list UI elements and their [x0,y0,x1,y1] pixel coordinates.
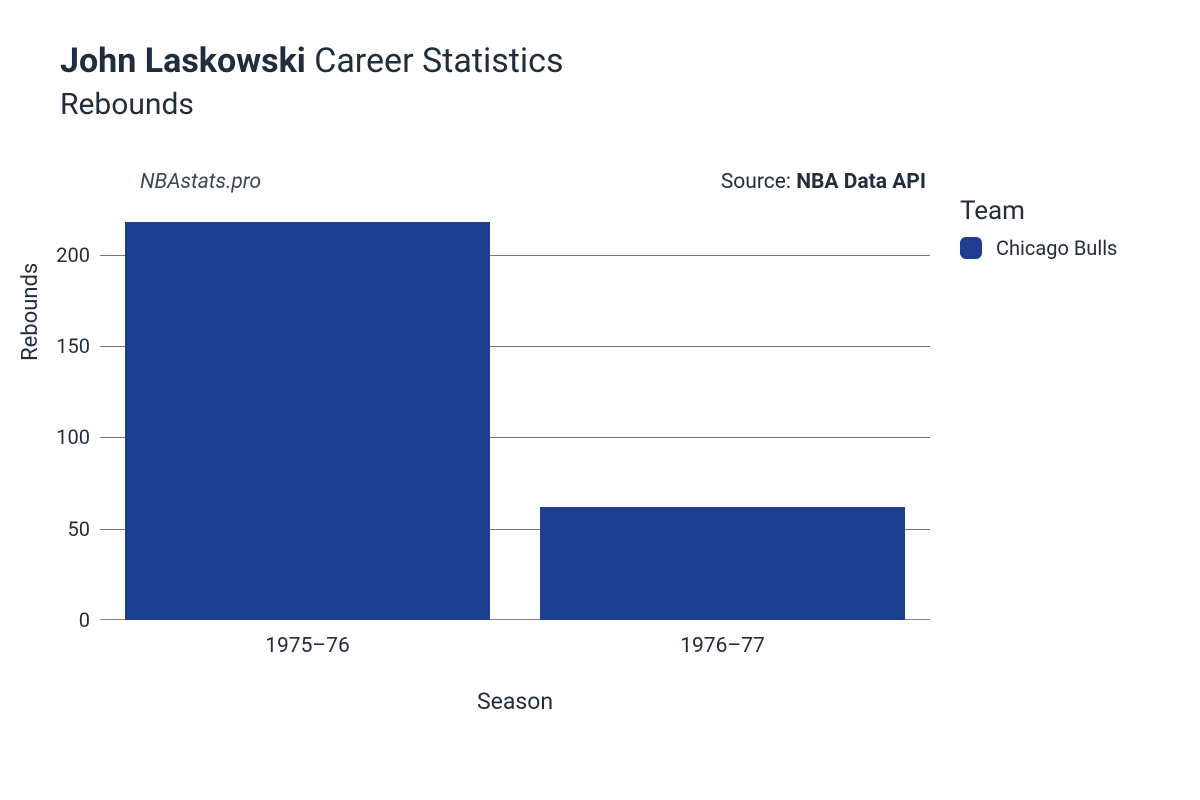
plot-area: 0501001502001975–761976–77 [100,200,930,620]
y-tick-label: 50 [68,517,100,541]
legend-swatch [960,237,982,259]
y-tick-label: 0 [79,608,100,632]
x-tick-label: 1975–76 [265,620,350,658]
legend-item: Chicago Bulls [960,236,1117,260]
legend: Team Chicago Bulls [960,196,1117,260]
y-tick-label: 150 [56,334,100,358]
chart-subtitle: Rebounds [60,87,564,122]
player-name: John Laskowski [60,41,306,81]
legend-label: Chicago Bulls [996,236,1117,260]
chart-subheader: NBAstats.pro Source: NBA Data API [100,170,930,194]
watermark-text: NBAstats.pro [100,170,261,194]
legend-title: Team [960,196,1117,226]
y-tick-label: 200 [56,243,100,267]
chart-title: John Laskowski Career Statistics Rebound… [60,40,564,122]
y-axis-label: Rebounds [18,263,43,361]
source-label: Source: [721,170,796,194]
x-axis-label: Season [100,688,930,715]
source-value: NBA Data API [796,170,926,194]
source-attribution: Source: NBA Data API [721,170,930,194]
y-tick-label: 100 [56,425,100,449]
bar [125,222,490,620]
bar [540,507,905,620]
x-tick-label: 1976–77 [680,620,765,658]
title-suffix: Career Statistics [314,41,563,81]
